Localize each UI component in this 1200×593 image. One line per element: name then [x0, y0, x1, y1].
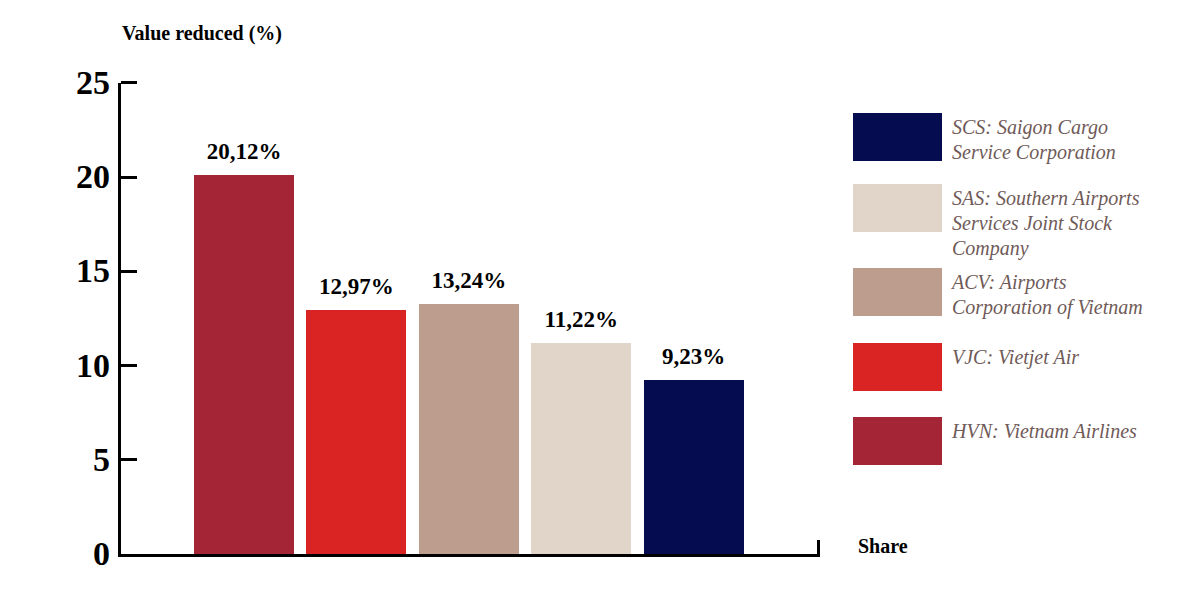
legend-item-sas: SAS: Southern Airports Services Joint St…: [853, 184, 1157, 261]
legend-label-sas: SAS: Southern Airports Services Joint St…: [952, 184, 1157, 261]
legend-label-hvn: HVN: Vietnam Airlines: [952, 417, 1157, 444]
bar-value-label-hvn: 20,12%: [164, 137, 324, 167]
legend-item-vjc: VJC: Vietjet Air: [853, 343, 1157, 391]
y-tick-label: 25: [28, 63, 110, 103]
legend-label-acv: ACV: Airports Corporation of Vietnam: [952, 268, 1157, 320]
y-tick-mark: [121, 270, 137, 273]
y-tick-mark: [121, 364, 137, 367]
chart-title: Value reduced (%): [122, 22, 282, 45]
y-tick-mark: [121, 458, 137, 461]
x-axis-line: [118, 554, 820, 557]
legend-swatch-sas: [853, 184, 942, 232]
bar-acv: [419, 304, 519, 554]
y-axis-line: [118, 83, 121, 557]
bar-value-label-scs: 9,23%: [614, 342, 774, 372]
bar-vjc: [306, 310, 406, 554]
y-tick-label: 15: [28, 251, 110, 291]
bar-value-label-sas: 11,22%: [501, 305, 661, 335]
y-tick-label: 0: [28, 534, 110, 574]
y-tick-mark: [121, 81, 137, 84]
y-tick-label: 10: [28, 346, 110, 386]
legend-swatch-scs: [853, 113, 942, 161]
y-tick-label: 20: [28, 157, 110, 197]
legend-item-scs: SCS: Saigon Cargo Service Corporation: [853, 113, 1157, 165]
bar-hvn: [194, 175, 294, 554]
legend-label-vjc: VJC: Vietjet Air: [952, 343, 1157, 370]
y-tick-mark: [121, 176, 137, 179]
y-tick-label: 5: [28, 440, 110, 480]
bar-sas: [531, 343, 631, 554]
legend-item-acv: ACV: Airports Corporation of Vietnam: [853, 268, 1157, 320]
legend-item-hvn: HVN: Vietnam Airlines: [853, 417, 1157, 465]
legend-swatch-acv: [853, 268, 942, 316]
legend-swatch-vjc: [853, 343, 942, 391]
legend-swatch-hvn: [853, 417, 942, 465]
bar-value-label-acv: 13,24%: [389, 266, 549, 296]
bar-scs: [644, 380, 744, 554]
bar-chart: Value reduced (%) 0510152025 20,12%12,97…: [0, 0, 1200, 593]
x-axis-title: Share: [858, 535, 908, 558]
legend-label-scs: SCS: Saigon Cargo Service Corporation: [952, 113, 1157, 165]
x-axis-end-tick: [817, 540, 820, 554]
